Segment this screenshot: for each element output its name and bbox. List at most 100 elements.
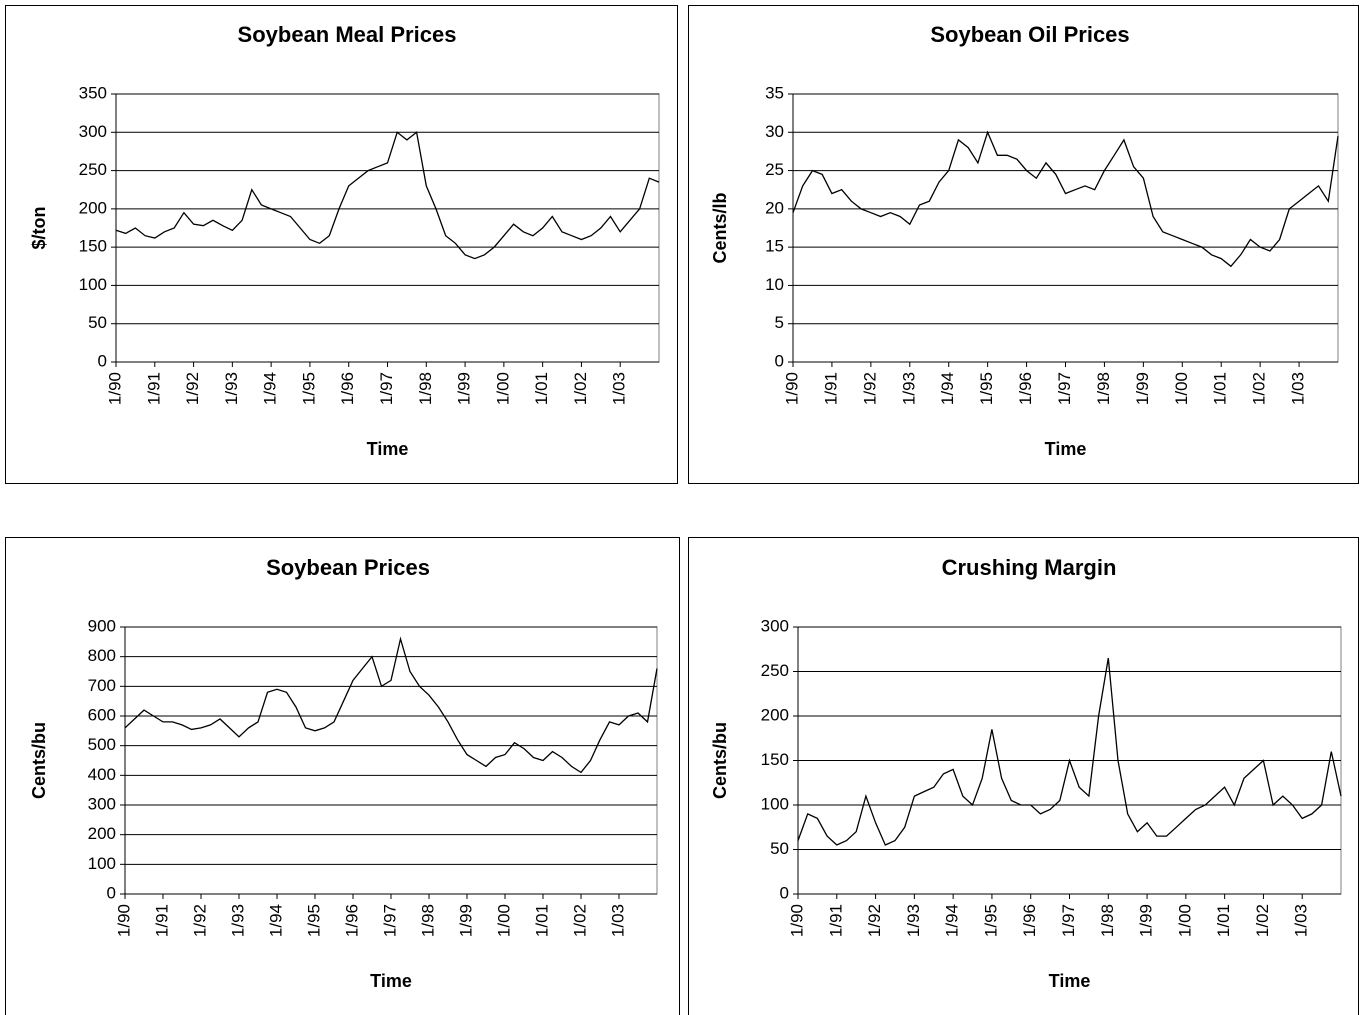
y-tick-label: 0 <box>775 351 784 370</box>
line <box>797 657 1342 846</box>
x-tick-label: 1/90 <box>114 904 133 937</box>
x-tick-label: 1/95 <box>304 904 323 937</box>
y-tick-label: 350 <box>79 83 107 102</box>
panel-border <box>688 537 1359 1015</box>
y-tick-label: 150 <box>761 750 789 769</box>
y-axis-title: Cents/bu <box>710 722 730 799</box>
x-tick-label: 1/94 <box>261 372 280 405</box>
y-tick-label: 250 <box>79 160 107 179</box>
line <box>792 130 1339 268</box>
x-tick-label: 1/99 <box>455 372 474 405</box>
y-tick-label: 50 <box>88 313 107 332</box>
x-tick-label: 1/00 <box>1172 372 1191 405</box>
y-tick-label: 500 <box>88 735 116 754</box>
chart-title: Crushing Margin <box>942 555 1117 580</box>
plot-area <box>115 93 660 363</box>
x-tick-label: 1/95 <box>977 372 996 405</box>
x-tick-label: 1/94 <box>266 904 285 937</box>
x-tick-label: 1/97 <box>377 372 396 405</box>
y-tick-label: 700 <box>88 676 116 695</box>
y-tick-label: 200 <box>88 824 116 843</box>
x-tick-label: 1/99 <box>456 904 475 937</box>
x-tick-label: 1/97 <box>1059 904 1078 937</box>
x-tick-label: 1/03 <box>1289 372 1308 405</box>
x-tick-label: 1/91 <box>821 372 840 405</box>
x-tick-label: 1/01 <box>1214 904 1233 937</box>
x-tick-label: 1/01 <box>1211 372 1230 405</box>
y-tick-label: 300 <box>761 616 789 635</box>
line <box>124 636 658 774</box>
x-tick-label: 1/97 <box>1055 372 1074 405</box>
y-tick-label: 50 <box>770 839 789 858</box>
x-tick-label: 1/02 <box>570 904 589 937</box>
y-axis-title: $/ton <box>29 207 49 250</box>
x-axis-title: Time <box>367 439 409 459</box>
y-tick-label: 800 <box>88 646 116 665</box>
y-tick-label: 35 <box>765 83 784 102</box>
line <box>115 131 660 260</box>
y-tick-label: 600 <box>88 705 116 724</box>
x-axis-title: Time <box>370 971 412 991</box>
plot-area <box>124 626 658 895</box>
x-tick-label: 1/98 <box>1094 372 1113 405</box>
x-tick-label: 1/00 <box>493 372 512 405</box>
x-tick-label: 1/94 <box>938 372 957 405</box>
x-tick-label: 1/92 <box>860 372 879 405</box>
y-axis-title: Cents/bu <box>29 722 49 799</box>
x-tick-label: 1/96 <box>1020 904 1039 937</box>
panel-border <box>5 5 678 484</box>
y-tick-label: 150 <box>79 237 107 256</box>
x-tick-label: 1/92 <box>865 904 884 937</box>
x-tick-label: 1/03 <box>610 372 629 405</box>
x-tick-label: 1/99 <box>1137 904 1156 937</box>
x-tick-label: 1/91 <box>144 372 163 405</box>
plot-area <box>792 93 1339 363</box>
x-tick-label: 1/95 <box>981 904 1000 937</box>
y-tick-label: 200 <box>761 705 789 724</box>
y-tick-label: 25 <box>765 160 784 179</box>
x-tick-label: 1/95 <box>299 372 318 405</box>
y-tick-label: 100 <box>761 794 789 813</box>
x-tick-label: 1/90 <box>787 904 806 937</box>
x-tick-label: 1/02 <box>1250 372 1269 405</box>
panel-border <box>688 5 1359 484</box>
chart-title: Soybean Meal Prices <box>238 22 457 47</box>
x-tick-label: 1/00 <box>1175 904 1194 937</box>
x-tick-label: 1/01 <box>532 372 551 405</box>
x-tick-label: 1/96 <box>1016 372 1035 405</box>
y-tick-label: 100 <box>88 854 116 873</box>
y-tick-label: 5 <box>775 313 784 332</box>
x-tick-label: 1/94 <box>943 904 962 937</box>
x-tick-label: 1/93 <box>904 904 923 937</box>
panel-border <box>5 537 680 1015</box>
y-tick-label: 0 <box>98 351 107 370</box>
x-tick-label: 1/96 <box>338 372 357 405</box>
x-axis-title: Time <box>1045 439 1087 459</box>
x-tick-label: 1/90 <box>105 372 124 405</box>
chart-title: Soybean Prices <box>266 555 430 580</box>
x-tick-label: 1/92 <box>190 904 209 937</box>
x-tick-label: 1/91 <box>826 904 845 937</box>
y-tick-label: 250 <box>761 661 789 680</box>
x-tick-label: 1/03 <box>608 904 627 937</box>
y-tick-label: 10 <box>765 275 784 294</box>
x-tick-label: 1/93 <box>222 372 241 405</box>
x-tick-label: 1/02 <box>571 372 590 405</box>
y-axis-title: Cents/lb <box>710 192 730 263</box>
x-tick-label: 1/90 <box>782 372 801 405</box>
y-tick-label: 0 <box>107 883 116 902</box>
x-tick-label: 1/02 <box>1253 904 1272 937</box>
x-tick-label: 1/98 <box>416 372 435 405</box>
chart-title: Soybean Oil Prices <box>930 22 1129 47</box>
y-tick-label: 400 <box>88 765 116 784</box>
x-tick-label: 1/99 <box>1133 372 1152 405</box>
y-tick-label: 15 <box>765 237 784 256</box>
x-tick-label: 1/91 <box>152 904 171 937</box>
x-tick-label: 1/00 <box>494 904 513 937</box>
y-tick-label: 100 <box>79 275 107 294</box>
x-tick-label: 1/93 <box>899 372 918 405</box>
y-tick-label: 300 <box>79 122 107 141</box>
x-tick-label: 1/98 <box>418 904 437 937</box>
x-tick-label: 1/96 <box>342 904 361 937</box>
